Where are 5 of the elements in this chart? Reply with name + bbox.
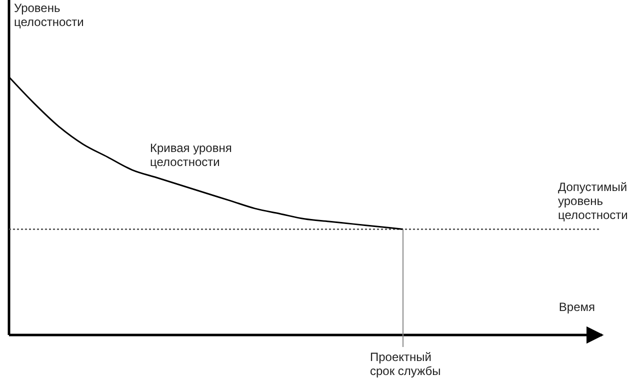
text: Проектный срок службы xyxy=(370,350,441,378)
ref-line-label: Допустимый уровень целостности xyxy=(558,180,628,222)
annotation: Кривая уровня целостности xyxy=(150,141,232,169)
x-axis-title: Время xyxy=(558,300,595,314)
y-axis-title: Уровень целостности xyxy=(14,1,84,29)
